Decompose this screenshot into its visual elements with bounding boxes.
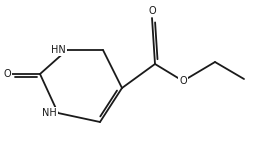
Text: O: O <box>3 69 11 79</box>
Text: HN: HN <box>51 45 66 55</box>
Text: NH: NH <box>42 108 57 118</box>
Text: O: O <box>179 76 187 86</box>
Text: O: O <box>148 6 156 16</box>
